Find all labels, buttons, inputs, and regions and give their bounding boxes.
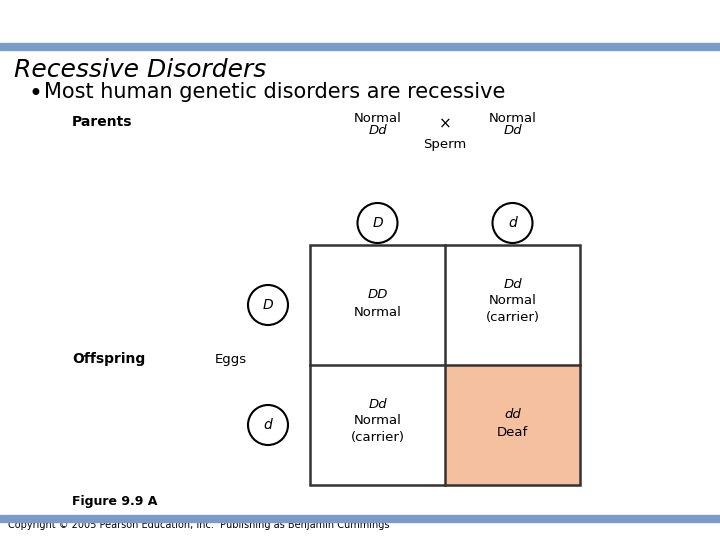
- Bar: [310, 245, 580, 485]
- Text: d: d: [508, 216, 517, 230]
- Text: (carrier): (carrier): [485, 310, 539, 323]
- Text: Normal: Normal: [354, 307, 402, 320]
- Text: Normal: Normal: [489, 294, 536, 307]
- Text: D: D: [263, 298, 274, 312]
- Text: Dd: Dd: [368, 399, 387, 411]
- Text: Most human genetic disorders are recessive: Most human genetic disorders are recessi…: [44, 82, 505, 102]
- Bar: [310, 365, 445, 485]
- Text: Sperm: Sperm: [423, 138, 467, 151]
- Bar: [310, 245, 445, 365]
- Text: (carrier): (carrier): [351, 430, 405, 443]
- Text: •: •: [28, 82, 42, 106]
- Text: d: d: [264, 418, 272, 432]
- Text: Normal: Normal: [489, 112, 536, 125]
- Text: Parents: Parents: [72, 115, 132, 129]
- Text: D: D: [372, 216, 383, 230]
- Text: Normal: Normal: [354, 112, 402, 125]
- Text: Dd: Dd: [503, 279, 522, 292]
- Text: Offspring: Offspring: [72, 352, 145, 366]
- Text: Deaf: Deaf: [497, 427, 528, 440]
- Text: dd: dd: [504, 408, 521, 422]
- Bar: [445, 365, 580, 485]
- Text: ×: ×: [438, 116, 451, 131]
- Text: Normal: Normal: [354, 415, 402, 428]
- Bar: [445, 245, 580, 365]
- Text: Recessive Disorders: Recessive Disorders: [14, 58, 266, 82]
- Text: Figure 9.9 A: Figure 9.9 A: [72, 495, 158, 508]
- Text: DD: DD: [367, 288, 388, 301]
- Text: Dd: Dd: [503, 124, 522, 137]
- Bar: [0, 515, 720, 522]
- Bar: [0, 43, 720, 50]
- Text: Eggs: Eggs: [215, 354, 247, 367]
- Text: Dd: Dd: [368, 124, 387, 137]
- Text: Copyright © 2005 Pearson Education, Inc.  Publishing as Benjamin Cummings: Copyright © 2005 Pearson Education, Inc.…: [8, 520, 390, 530]
